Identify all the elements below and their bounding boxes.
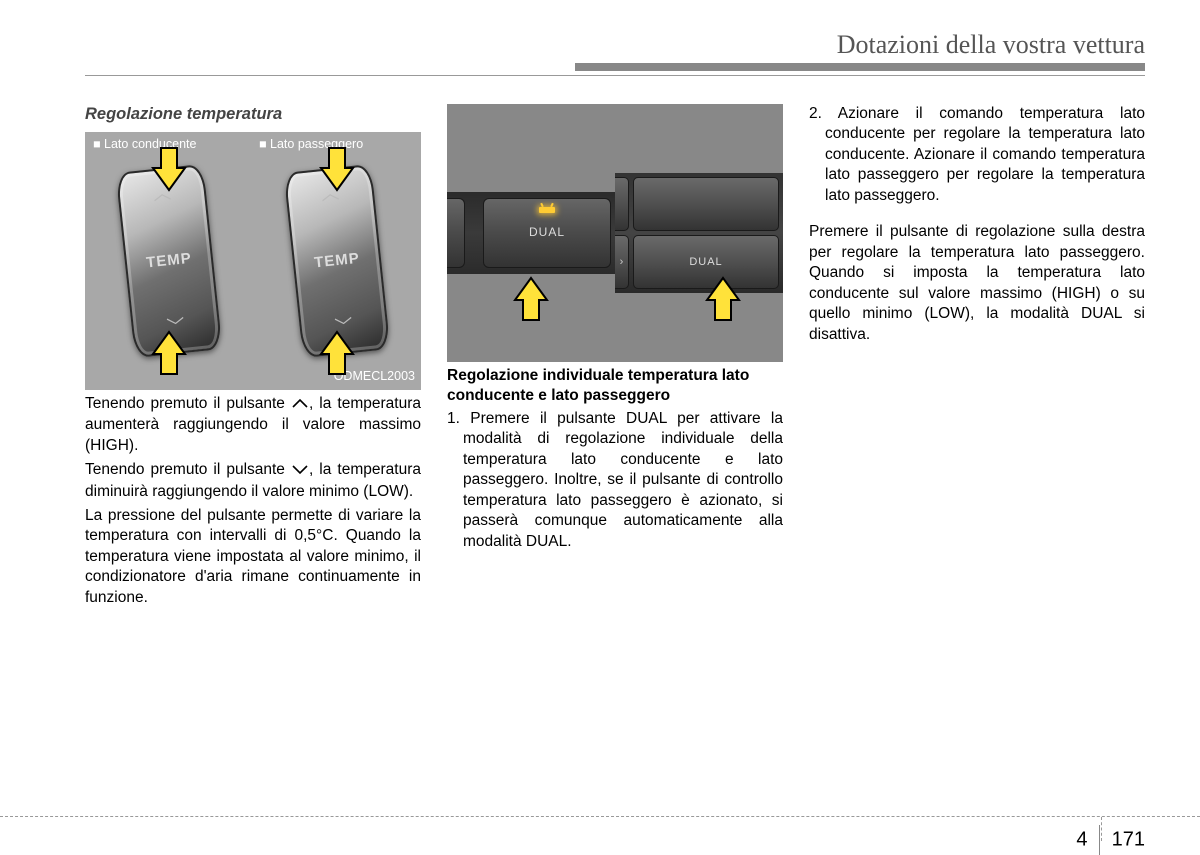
title-bar xyxy=(575,63,1145,71)
arrow-up-icon xyxy=(317,330,357,376)
page: Dotazioni della vostra vettura Regolazio… xyxy=(0,0,1200,642)
subsection-title: Regolazione individuale temperatura lato… xyxy=(447,366,783,407)
chevron-up-icon xyxy=(291,395,309,415)
title-divider xyxy=(85,75,1145,76)
text: Tenendo premuto il pulsante xyxy=(85,395,291,412)
columns: Regolazione temperatura ■ Lato conducent… xyxy=(85,104,1145,612)
button-edge: › xyxy=(615,235,629,289)
page-divider xyxy=(1099,825,1100,855)
figure-dual: ■ Tipo A, B ■ Tipo C, D ODM042291 DUAL xyxy=(447,104,783,362)
button-edge xyxy=(447,198,465,268)
dual-button-text: DUAL xyxy=(529,225,565,241)
column-3: 2. Azionare il comando temperatura lato … xyxy=(809,104,1145,612)
chevron-down-icon xyxy=(291,461,309,481)
dual-button-text: DUAL xyxy=(689,255,722,270)
arrow-up-icon xyxy=(511,276,551,322)
column-1: Regolazione temperatura ■ Lato conducent… xyxy=(85,104,421,612)
page-number: 4 171 xyxy=(1076,825,1145,855)
section-number: 4 xyxy=(1076,828,1087,850)
temp-driver-side: ︿ TEMP ﹀ xyxy=(85,132,253,390)
arrow-down-icon xyxy=(149,146,189,192)
dual-panel: › DUAL xyxy=(615,173,783,293)
column-2: ■ Tipo A, B ■ Tipo C, D ODM042291 DUAL xyxy=(447,104,783,612)
button-edge xyxy=(615,177,629,231)
temp-rocker-button: ︿ TEMP ﹀ xyxy=(284,164,391,358)
arrow-up-icon xyxy=(149,330,189,376)
dual-button: DUAL xyxy=(483,198,611,268)
paragraph: Tenendo premuto il pulsante , la tempera… xyxy=(85,460,421,502)
text: Tenendo premuto il pulsante xyxy=(85,461,291,478)
dual-type-ab: DUAL xyxy=(447,104,615,362)
list-item: 2. Azionare il comando temperatura lato … xyxy=(809,104,1145,206)
paragraph: Tenendo premuto il pulsante , la tempera… xyxy=(85,394,421,456)
temp-button-text: TEMP xyxy=(313,249,360,273)
led-indicator-icon xyxy=(539,207,555,213)
dual-type-cd: › DUAL xyxy=(615,104,783,362)
arrow-down-icon xyxy=(317,146,357,192)
temp-button-text: TEMP xyxy=(145,249,192,273)
arrow-up-icon xyxy=(703,276,743,322)
temp-passenger-side: ︿ TEMP ﹀ xyxy=(253,132,421,390)
button-blank xyxy=(633,177,779,231)
paragraph: Premere il pulsante di regolazione sulla… xyxy=(809,222,1145,345)
section-title: Regolazione temperatura xyxy=(85,104,421,126)
list-item: 1. Premere il pulsante DUAL per attivare… xyxy=(447,409,783,552)
paragraph: La pressione del pulsante permette di va… xyxy=(85,506,421,608)
figure-temp: ■ Lato conducente ■ Lato passeggero ODME… xyxy=(85,132,421,390)
footer: 4 171 xyxy=(0,816,1200,823)
chapter-title: Dotazioni della vostra vettura xyxy=(85,30,1145,60)
temp-rocker-button: ︿ TEMP ﹀ xyxy=(116,164,223,358)
dual-panel: DUAL xyxy=(447,192,615,274)
page-index: 171 xyxy=(1112,828,1145,850)
